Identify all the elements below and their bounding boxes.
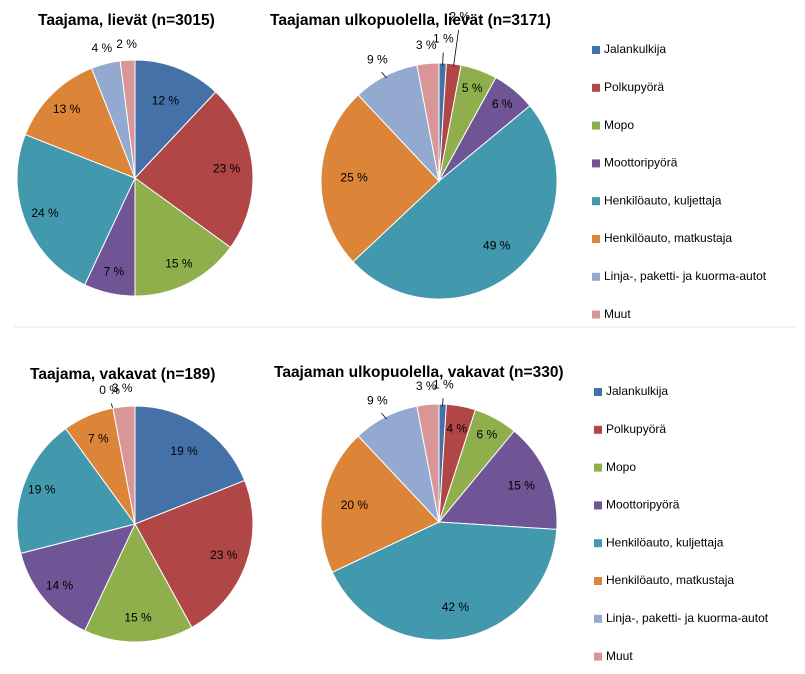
data-label-henkiloauto-kuljettaja: 49 % (483, 239, 511, 253)
legend-top: Jalankulkija Polkupyörä Mopo Moottoripyörä H… (592, 42, 767, 321)
data-label-henkiloauto-kuljettaja: 42 % (442, 600, 470, 614)
data-label-henkiloauto-matkustaja: 20 % (341, 498, 369, 512)
data-label-polkupyora: 23 % (210, 548, 238, 562)
legend-label-muut: Muut (606, 649, 633, 663)
data-label-henkiloauto-matkustaja: 13 % (53, 102, 81, 116)
data-label-mopo: 5 % (462, 81, 483, 95)
data-label-muut: 3 % (112, 381, 133, 395)
legend-swatch-mopo (594, 464, 602, 472)
data-label-moottoripyora: 15 % (508, 479, 536, 493)
legend-bottom: Jalankulkija Polkupyörä Mopo Moottoripyörä H… (594, 384, 769, 663)
legend-swatch-linja-paketti-ja-kuorma-autot (594, 615, 602, 623)
data-label-polkupyora: 23 % (213, 161, 241, 175)
data-label-linja-paketti-ja-kuorma-autot: 9 % (367, 393, 388, 407)
data-label-jalankulkija: 19 % (170, 444, 198, 458)
legend-swatch-jalankulkija (594, 388, 602, 396)
legend-label-muut: Muut (604, 307, 631, 321)
legend-swatch-moottoripyora (594, 501, 602, 509)
legend-label-jalankulkija: Jalankulkija (606, 384, 668, 398)
data-label-henkiloauto-matkustaja: 7 % (88, 432, 109, 446)
legend-swatch-polkupyora (592, 84, 600, 92)
legend-swatch-henkiloauto-kuljettaja (594, 539, 602, 547)
data-label-polkupyora: 4 % (446, 421, 467, 435)
chart-title: Taajama, lievät (n=3015) (38, 12, 215, 29)
legend-label-moottoripyora: Moottoripyörä (604, 156, 678, 170)
leader-line (454, 30, 459, 66)
data-label-henkiloauto-kuljettaja: 24 % (31, 206, 59, 220)
legend-label-henkiloauto-matkustaja: Henkilöauto, matkustaja (606, 573, 734, 587)
legend-label-polkupyora: Polkupyörä (604, 80, 664, 94)
legend-swatch-henkiloauto-kuljettaja (592, 197, 600, 205)
data-label-polkupyora: 2 % (449, 9, 470, 23)
legend-swatch-muut (592, 311, 600, 319)
legend-label-henkiloauto-kuljettaja: Henkilöauto, kuljettaja (604, 193, 722, 207)
legend-swatch-muut (594, 653, 602, 661)
pie-chart-2: Taajaman ulkopuolella, lievät (n=3171)1 … (270, 9, 557, 299)
legend-label-linja-paketti-ja-kuorma-autot: Linja-, paketti- ja kuorma-autot (606, 611, 769, 625)
data-label-moottoripyora: 6 % (492, 97, 513, 111)
legend-swatch-moottoripyora (592, 159, 600, 167)
data-label-linja-paketti-ja-kuorma-autot: 9 % (367, 52, 388, 66)
legend-swatch-linja-paketti-ja-kuorma-autot (592, 273, 600, 281)
legend-swatch-henkiloauto-matkustaja (594, 577, 602, 585)
data-label-mopo: 15 % (124, 611, 152, 625)
pie-chart-4: Taajaman ulkopuolella, vakavat (n=330)1 … (274, 364, 564, 640)
legend-swatch-henkiloauto-matkustaja (592, 235, 600, 243)
data-label-muut: 3 % (416, 379, 437, 393)
data-label-jalankulkija: 12 % (152, 93, 180, 107)
data-label-moottoripyora: 7 % (104, 265, 125, 279)
data-label-linja-paketti-ja-kuorma-autot: 4 % (91, 41, 112, 55)
data-label-muut: 3 % (416, 38, 437, 52)
legend-swatch-jalankulkija (592, 46, 600, 54)
legend-label-polkupyora: Polkupyörä (606, 422, 666, 436)
legend-swatch-polkupyora (594, 426, 602, 434)
chart-title: Taajaman ulkopuolella, lievät (n=3171) (270, 12, 551, 29)
legend-label-henkiloauto-kuljettaja: Henkilöauto, kuljettaja (606, 535, 724, 549)
pie-chart-1: Taajama, lievät (n=3015) 12 % 23 % 15 % 7 % 2… (17, 12, 253, 296)
legend-label-mopo: Mopo (604, 118, 634, 132)
data-label-mopo: 6 % (476, 427, 497, 441)
legend-label-henkiloauto-matkustaja: Henkilöauto, matkustaja (604, 231, 732, 245)
data-label-moottoripyora: 14 % (46, 579, 74, 593)
legend-swatch-mopo (592, 122, 600, 130)
legend-label-linja-paketti-ja-kuorma-autot: Linja-, paketti- ja kuorma-autot (604, 269, 767, 283)
data-label-henkiloauto-matkustaja: 25 % (340, 170, 368, 184)
data-label-muut: 2 % (116, 37, 137, 51)
data-label-henkiloauto-kuljettaja: 19 % (28, 483, 56, 497)
legend-label-jalankulkija: Jalankulkija (604, 42, 666, 56)
data-label-mopo: 15 % (165, 256, 193, 270)
legend-label-moottoripyora: Moottoripyörä (606, 498, 680, 512)
legend-label-mopo: Mopo (606, 460, 636, 474)
pie-chart-3: Taajama, vakavat (n=189)19 %23 %15 %14 %… (17, 366, 253, 642)
